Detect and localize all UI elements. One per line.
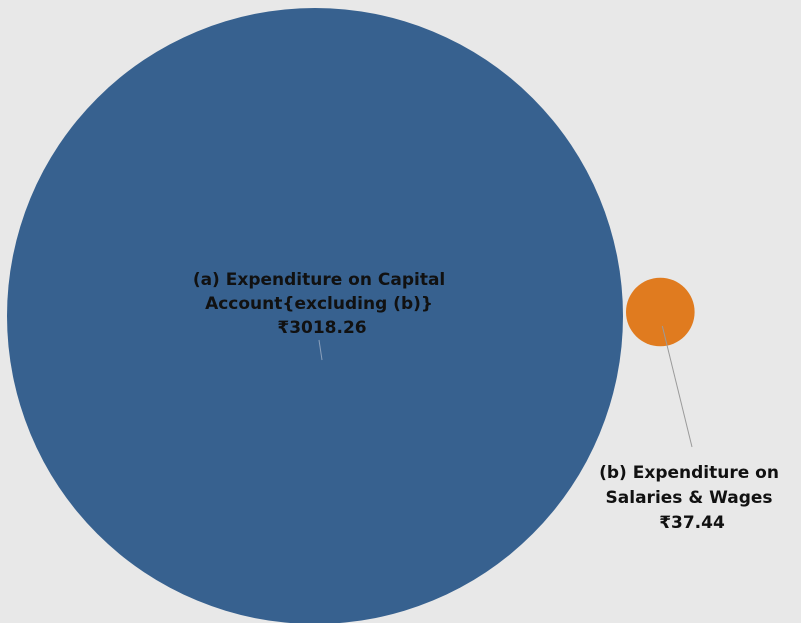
label-salaries-wages: (b) Expenditure on Salaries & Wages ₹37.… xyxy=(599,463,785,533)
leader-line-capital-account xyxy=(318,339,323,361)
label-capital-account: (a) Expenditure on Capital Account{exclu… xyxy=(193,270,451,338)
label-capital-account-line-1: (a) Expenditure on Capital xyxy=(193,270,445,290)
leader-line-salaries-wages xyxy=(661,325,693,448)
label-salaries-wages-value: ₹37.44 xyxy=(659,513,725,533)
label-salaries-wages-line-1: (b) Expenditure on xyxy=(599,463,779,483)
label-capital-account-line-2: Account{excluding (b)} xyxy=(205,294,433,314)
label-capital-account-value: ₹3018.26 xyxy=(277,318,366,338)
bubble-salaries-wages[interactable] xyxy=(626,277,695,347)
bubble-capital-account[interactable] xyxy=(7,8,623,623)
label-salaries-wages-line-2: Salaries & Wages xyxy=(606,488,773,508)
